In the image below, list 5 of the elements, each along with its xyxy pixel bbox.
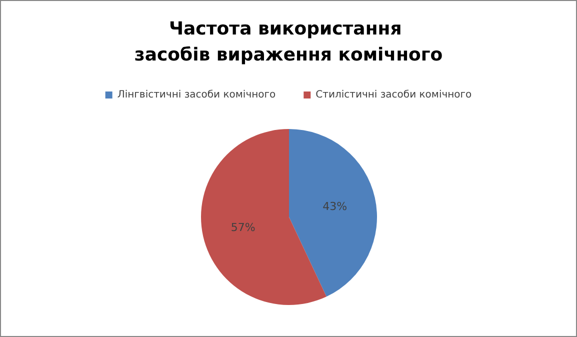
legend-label: Лінгвістичні засоби комічного (117, 90, 276, 100)
data-label: 57% (230, 220, 256, 234)
data-label: 43% (322, 200, 348, 214)
legend-label: Стилістичні засоби комічного (316, 90, 472, 100)
chart-title: Частота використання засобів вираження комічного (134, 18, 443, 66)
